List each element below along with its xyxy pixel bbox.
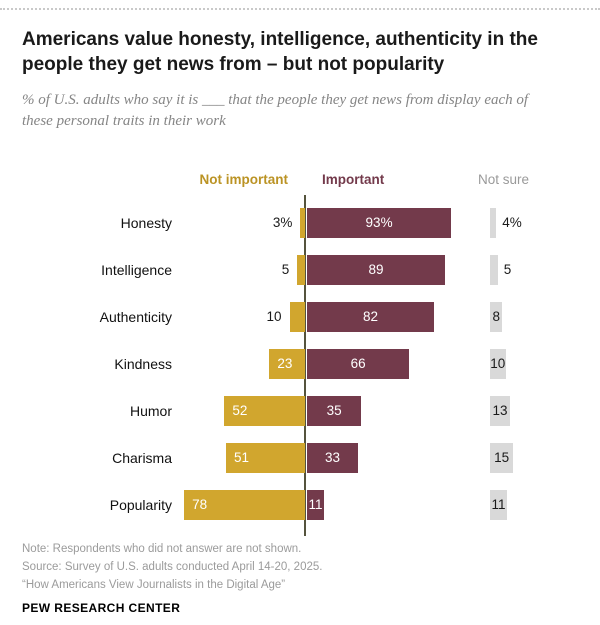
- category-label: Authenticity: [99, 309, 172, 325]
- not-sure-value: 5: [503, 262, 512, 277]
- chart-rows: Honesty 3% 93% 4% Intelligence 5 89 5 Authentici…: [0, 195, 600, 536]
- important-bar: [307, 208, 452, 238]
- important-bar: [307, 443, 359, 473]
- source-line: Source: Survey of U.S. adults conducted …: [22, 560, 323, 573]
- not-sure-value: 8: [492, 309, 500, 324]
- important-bar: [307, 490, 325, 520]
- note-line: Note: Respondents who did not answer are…: [22, 543, 302, 555]
- chart-row: Authenticity 10 82 8: [0, 294, 600, 341]
- category-label: Popularity: [109, 497, 172, 513]
- not-sure-value: 13: [492, 403, 508, 418]
- important-bar: [307, 396, 362, 426]
- report-line: “How Americans View Journalists in the D…: [22, 578, 286, 591]
- important-value: 66: [350, 356, 366, 371]
- not-important-value: 10: [266, 309, 282, 324]
- not-sure-bar: [490, 443, 514, 473]
- top-dotted-rule: [0, 8, 600, 10]
- not-sure-value: 11: [491, 497, 506, 512]
- chart-legend: Not important Important Not sure: [0, 170, 600, 194]
- not-important-value: 23: [277, 356, 293, 371]
- chart-title: Americans value honesty, intelligence, a…: [22, 29, 538, 76]
- not-sure-bar: [490, 302, 503, 332]
- not-important-value: 5: [281, 262, 290, 277]
- important-bar: [307, 255, 445, 285]
- chart-subtitle: % of U.S. adults who say it is ___ that …: [22, 92, 529, 130]
- chart-row: Kindness 23 66 10: [0, 341, 600, 388]
- not-important-bar: [225, 443, 305, 473]
- not-sure-bar: [490, 255, 498, 285]
- not-sure-bar: [490, 396, 511, 426]
- important-value: 89: [368, 262, 384, 277]
- legend-not-sure: Not sure: [478, 172, 530, 187]
- important-bar: [307, 302, 435, 332]
- chart: Not important Important Not sure Honesty…: [0, 170, 600, 536]
- important-value: 82: [363, 309, 379, 324]
- not-important-bar: [289, 302, 305, 332]
- not-sure-value: 10: [490, 356, 506, 371]
- important-value: 93%: [365, 215, 393, 230]
- not-sure-value: 15: [494, 450, 510, 465]
- not-important-value: 51: [233, 450, 249, 465]
- category-label: Intelligence: [101, 262, 172, 278]
- not-sure-bar: [490, 208, 497, 238]
- category-label: Honesty: [120, 215, 172, 231]
- not-sure-bar: [490, 349, 506, 379]
- chart-row: Honesty 3% 93% 4%: [0, 200, 600, 247]
- not-sure-bar: [490, 490, 508, 520]
- category-label: Humor: [129, 403, 172, 419]
- not-important-bar: [224, 396, 305, 426]
- legend-important: Important: [322, 172, 385, 187]
- center-axis: [304, 195, 306, 536]
- brand-label: PEW RESEARCH CENTER: [22, 601, 181, 615]
- chart-row: Humor 52 35 13: [0, 388, 600, 435]
- important-value: 33: [325, 450, 341, 465]
- chart-row: Intelligence 5 89 5: [0, 247, 600, 294]
- important-value: 35: [326, 403, 342, 418]
- not-important-value: 78: [192, 497, 208, 512]
- not-important-value: 52: [232, 403, 248, 418]
- category-label: Charisma: [112, 450, 172, 466]
- not-important-value: 3%: [272, 215, 293, 230]
- not-important-bar: [300, 208, 305, 238]
- not-important-bar: [297, 255, 305, 285]
- not-sure-value: 4%: [502, 215, 522, 230]
- chart-row: Charisma 51 33 15: [0, 435, 600, 482]
- legend-not-important: Not important: [199, 172, 289, 187]
- not-important-bar: [269, 349, 305, 379]
- category-label: Kindness: [114, 356, 172, 372]
- important-value: 11: [308, 497, 323, 512]
- not-important-bar: [184, 490, 305, 520]
- chart-notes: Note: Respondents who did not answer are…: [22, 541, 578, 594]
- important-bar: [307, 349, 410, 379]
- chart-row: Popularity 78 11 11: [0, 482, 600, 529]
